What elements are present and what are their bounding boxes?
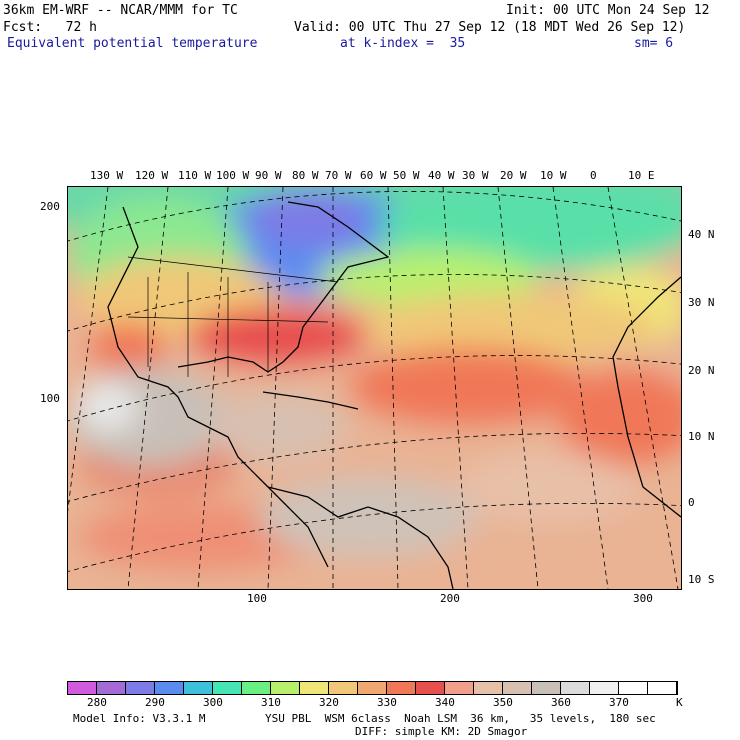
latitude-label: 30 N [688,296,715,309]
longitude-label: 70 W [325,169,352,182]
longitude-label: 130 W [90,169,124,182]
longitude-label: 10 E [628,169,655,182]
colorbar-cell [126,682,155,694]
colorbar [67,681,678,695]
colorbar-cell [184,682,213,694]
longitude-label: 60 W [360,169,387,182]
colorbar-cell [619,682,648,694]
field-name: Equivalent potential temperature [7,36,258,51]
colorbar-label: 370 [609,696,629,709]
colorbar-cell [387,682,416,694]
colorbar-unit: K [676,696,683,709]
longitude-label: 30 W [462,169,489,182]
model-title: 36km EM-WRF -- NCAR/MMM for TC [3,3,238,18]
graticule [68,187,681,589]
state-borders [127,256,339,377]
grid-label-200-bottom: 200 [440,592,460,605]
colorbar-label: 310 [261,696,281,709]
colorbar-label: 340 [435,696,455,709]
colorbar-cell [358,682,387,694]
latitude-label: 20 N [688,364,715,377]
longitude-label: 0 [590,169,597,182]
colorbar-cell [300,682,329,694]
colorbar-label: 320 [319,696,339,709]
grid-label-100-left: 100 [40,392,60,405]
colorbar-label: 360 [551,696,571,709]
level-index: at k-index = 35 [340,36,466,51]
colorbar-cell [97,682,126,694]
longitude-label: 50 W [393,169,420,182]
colorbar-cell [561,682,590,694]
longitude-label: 80 W [292,169,319,182]
longitude-label: 20 W [500,169,527,182]
physics-line-1: YSU PBL WSM 6class Noah LSM 36 km, 35 le… [265,712,656,725]
latitude-label: 10 S [688,573,715,586]
theta-e-map [67,186,682,590]
colorbar-cell [271,682,300,694]
map-svg [68,187,681,589]
colorbar-cell [503,682,532,694]
model-info: Model Info: V3.3.1 M [73,712,206,725]
init-time: Init: 00 UTC Mon 24 Sep 12 [506,3,710,18]
colorbar-cell [242,682,271,694]
coastlines [107,201,681,589]
colorbar-cell [155,682,184,694]
colorbar-label: 290 [145,696,165,709]
longitude-label: 110 W [178,169,212,182]
colorbar-label: 300 [203,696,223,709]
latitude-label: 40 N [688,228,715,241]
longitude-label: 120 W [135,169,169,182]
colorbar-cell [329,682,358,694]
grid-label-100-bottom: 100 [247,592,267,605]
colorbar-cell [445,682,474,694]
latitude-label: 10 N [688,430,715,443]
colorbar-cell [416,682,445,694]
colorbar-label: 350 [493,696,513,709]
valid-time: Valid: 00 UTC Thu 27 Sep 12 (18 MDT Wed … [294,20,686,35]
longitude-label: 90 W [255,169,282,182]
grid-label-200-left: 200 [40,200,60,213]
colorbar-cell [213,682,242,694]
colorbar-cell [68,682,97,694]
physics-line-2: DIFF: simple KM: 2D Smagor [355,725,528,738]
colorbar-label: 280 [87,696,107,709]
longitude-label: 40 W [428,169,455,182]
longitude-label: 10 W [540,169,567,182]
colorbar-cell [532,682,561,694]
colorbar-cell [590,682,619,694]
smoothing: sm= 6 [634,36,674,51]
longitude-label: 100 W [216,169,250,182]
forecast-hour: Fcst: 72 h [3,20,97,35]
colorbar-cell [474,682,503,694]
field-shading [68,187,681,589]
grid-label-300-bottom: 300 [633,592,653,605]
colorbar-cell [648,682,677,694]
latitude-label: 0 [688,496,695,509]
colorbar-label: 330 [377,696,397,709]
